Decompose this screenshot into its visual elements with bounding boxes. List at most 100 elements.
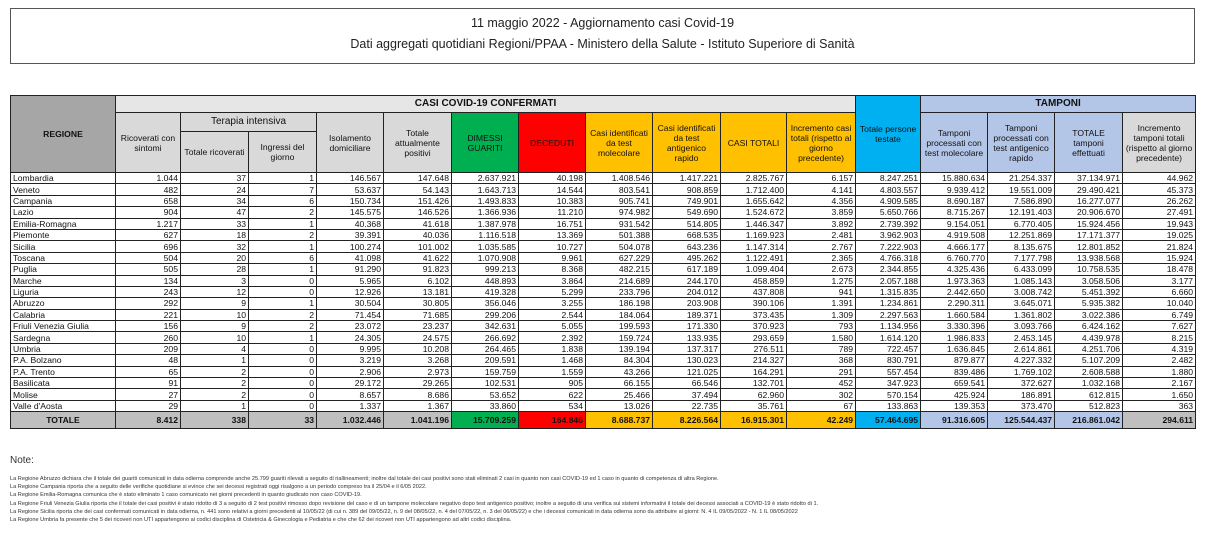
cell-totale-ricoverati: 9: [180, 320, 249, 333]
cell-deceduti: 11.210: [518, 206, 586, 219]
cell-dimessi: 299.206: [451, 308, 519, 322]
cell-totale-positivi: 151.426: [383, 194, 452, 208]
table-row: Puglia 505 28 1 91.290 91.823 999.213 8.368 482.…: [10, 263, 1197, 276]
cell-ricoverati: 65: [115, 365, 181, 379]
table-row: Toscana 504 20 6 41.098 41.622 1.070.908 9.961 6…: [10, 251, 1197, 265]
cell-ingressi: 0: [248, 274, 317, 287]
cell-totale-ricoverati: 4: [180, 342, 249, 356]
table-row: Friuli Venezia Giulia 156 9 2 23.072 23.237 34…: [10, 320, 1197, 333]
cell-casi-antigenico: 22.735: [652, 399, 721, 413]
cell-incremento-tamponi: 1.650: [1122, 388, 1197, 401]
cell-incremento-tamponi: 6.749: [1122, 308, 1197, 322]
cell-isolamento: 8.657: [316, 388, 384, 401]
cell-tamponi-molecolare: 8.715.267: [920, 206, 989, 219]
header-ricoverati: Ricoverati con sintomi: [115, 112, 181, 173]
cell-regione: Basilicata: [10, 377, 116, 390]
cell-deceduti: 5.055: [518, 320, 586, 333]
cell-ingressi: 2: [248, 320, 317, 333]
cell-deceduti: 905: [518, 377, 586, 390]
header-ingressi-giorno: Ingressi del giorno: [248, 131, 317, 173]
cell-ingressi: 2: [248, 206, 317, 219]
cell-totale-tamponi: 37.134.971: [1054, 171, 1124, 185]
cell-isolamento: 146.567: [316, 171, 384, 185]
cell-casi-molecolare: 905.741: [585, 194, 653, 208]
cell-persone-testate: 57.464.695: [855, 411, 922, 430]
cell-deceduti: 8.368: [518, 263, 586, 276]
cell-isolamento: 53.637: [316, 183, 384, 196]
cell-ricoverati: 260: [115, 331, 181, 344]
cell-tamponi-antigenico: 6.433.099: [987, 263, 1056, 276]
cell-incremento-casi: 1.309: [785, 308, 857, 322]
cell-incremento-tamponi: 15.924: [1122, 251, 1197, 265]
header-tamponi-antigenico: Tamponi processati con test antigenico r…: [987, 112, 1056, 173]
cell-totale-ricoverati: 10: [180, 331, 249, 344]
cell-tamponi-molecolare: 91.316.605: [920, 411, 989, 430]
cell-isolamento: 12.926: [316, 285, 384, 299]
cell-ingressi: 0: [248, 365, 317, 379]
header-totale-tamponi: TOTALE tamponi effettuati: [1054, 112, 1124, 173]
cell-incremento-casi: 1.275: [785, 274, 857, 287]
cell-persone-testate: 7.222.903: [855, 240, 922, 253]
header-casi-molecolare: Casi identificati da test molecolare: [585, 112, 653, 173]
cell-casi-antigenico: 244.170: [652, 274, 721, 287]
cell-regione: P.A. Bolzano: [10, 354, 116, 367]
cell-regione: Puglia: [10, 263, 116, 276]
cell-totale-tamponi: 15.924.456: [1054, 217, 1124, 230]
cell-casi-molecolare: 627.229: [585, 251, 653, 265]
cell-persone-testate: 8.247.251: [855, 171, 922, 185]
table-row: Abruzzo 292 9 1 30.504 30.805 356.046 3.255 186.…: [10, 297, 1197, 310]
cell-casi-antigenico: 37.494: [652, 388, 721, 401]
cell-incremento-casi: 2.481: [785, 228, 857, 242]
table-row: Campania 658 34 6 150.734 151.426 1.493.833 10.…: [10, 194, 1197, 208]
cell-totale-tamponi: 216.861.042: [1054, 411, 1124, 430]
cell-deceduti: 2.392: [518, 331, 586, 344]
cell-incremento-tamponi: 8.215: [1122, 331, 1197, 344]
cell-totale-tamponi: 13.938.568: [1054, 251, 1124, 265]
cell-totale-positivi: 146.526: [383, 206, 452, 219]
cell-totale-tamponi: 5.107.209: [1054, 354, 1124, 367]
cell-deceduti: 40.198: [518, 171, 586, 185]
cell-ricoverati: 29: [115, 399, 181, 413]
cell-totale-ricoverati: 2: [180, 388, 249, 401]
cell-totale-ricoverati: 24: [180, 183, 249, 196]
cell-ricoverati: 221: [115, 308, 181, 322]
cell-tamponi-molecolare: 1.636.845: [920, 342, 989, 356]
cell-incremento-casi: 2.365: [785, 251, 857, 265]
cell-tamponi-antigenico: 125.544.437: [987, 411, 1056, 430]
cell-casi-molecolare: 214.689: [585, 274, 653, 287]
cell-isolamento: 24.305: [316, 331, 384, 344]
cell-incremento-casi: 789: [785, 342, 857, 356]
cell-casi-antigenico: 130.023: [652, 354, 721, 367]
cell-ingressi: 1: [248, 217, 317, 230]
cell-persone-testate: 4.803.557: [855, 183, 922, 196]
cell-incremento-casi: 3.892: [785, 217, 857, 230]
cell-regione: Sicilia: [10, 240, 116, 253]
cell-totale-positivi: 29.265: [383, 377, 452, 390]
cell-ricoverati: 696: [115, 240, 181, 253]
cell-casi-antigenico: 1.417.221: [652, 171, 721, 185]
table-row: P.A. Trento 65 2 0 2.906 2.973 159.759 1.559 43.…: [10, 365, 1197, 379]
header-casi-totali: CASI TOTALI: [720, 112, 787, 173]
cell-casi-molecolare: 159.724: [585, 331, 653, 344]
cell-ricoverati: 658: [115, 194, 181, 208]
cell-casi-totali: 1.147.314: [720, 240, 787, 253]
notes-title: Note:: [10, 455, 34, 466]
cell-ingressi: 0: [248, 342, 317, 356]
cell-casi-totali: 1.169.923: [720, 228, 787, 242]
cell-totale-ricoverati: 3: [180, 274, 249, 287]
cell-regione: Abruzzo: [10, 297, 116, 310]
table-row: Marche 134 3 0 5.965 6.102 448.893 3.864 214.689…: [10, 274, 1197, 287]
cell-isolamento: 30.504: [316, 297, 384, 310]
cell-deceduti: 1.468: [518, 354, 586, 367]
cell-persone-testate: 2.057.188: [855, 274, 922, 287]
cell-totale-positivi: 71.685: [383, 308, 452, 322]
table-row: Veneto 482 24 7 53.637 54.143 1.643.713 14.544 8…: [10, 183, 1197, 196]
cell-tamponi-molecolare: 4.919.508: [920, 228, 989, 242]
header-incremento-casi: Incremento casi totali (rispetto al gior…: [785, 112, 857, 173]
cell-incremento-tamponi: 26.262: [1122, 194, 1197, 208]
cell-tamponi-antigenico: 186.891: [987, 388, 1056, 401]
cell-persone-testate: 4.766.318: [855, 251, 922, 265]
cell-incremento-tamponi: 45.373: [1122, 183, 1197, 196]
cell-totale-positivi: 8.686: [383, 388, 452, 401]
table-row: Lombardia 1.044 37 1 146.567 147.648 2.637.921…: [10, 171, 1197, 185]
